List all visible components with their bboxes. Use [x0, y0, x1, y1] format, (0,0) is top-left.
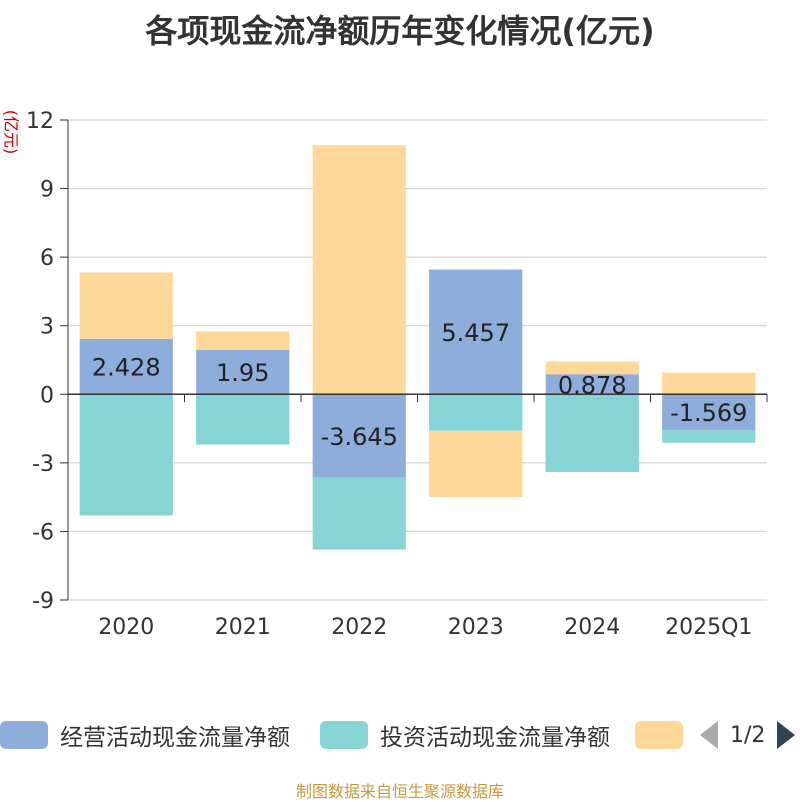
- legend-swatch-financing: [635, 721, 683, 749]
- chart-title: 各项现金流净额历年变化情况(亿元): [145, 12, 655, 50]
- data-source-note: 制图数据来自恒生聚源数据库: [295, 782, 504, 801]
- data-label: -1.569: [670, 399, 747, 427]
- bar-0-2020: [79, 338, 173, 395]
- legend: 经营活动现金流量净额 投资活动现金流量净额 1/2: [0, 715, 800, 755]
- bar-1-2022: [312, 477, 406, 550]
- legend-label-investing: 投资活动现金流量净额: [380, 725, 610, 751]
- data-label: -3.645: [321, 423, 398, 451]
- legend-page-indicator: 1/2: [730, 722, 766, 748]
- y-tick-label: 3: [40, 315, 54, 340]
- bar-1-2023: [429, 394, 523, 431]
- bar-2-2020: [79, 272, 173, 339]
- data-label: 1.95: [216, 359, 269, 387]
- bar-2-2023: [429, 430, 523, 498]
- bar-0-2024: [545, 374, 639, 395]
- legend-next-icon[interactable]: [777, 721, 796, 749]
- bar-0-2022: [312, 394, 406, 478]
- y-tick-label: -6: [32, 520, 54, 545]
- bar-2-2025Q1: [662, 372, 756, 395]
- data-label: 5.457: [441, 319, 510, 347]
- y-tick-label: 12: [26, 109, 54, 134]
- y-tick-label: 6: [40, 246, 54, 271]
- x-tick-label: 2025Q1: [665, 615, 752, 640]
- legend-prev-icon[interactable]: [700, 721, 718, 749]
- y-tick-label: 9: [40, 178, 54, 203]
- legend-pager: 1/2: [700, 715, 796, 755]
- legend-label-operating: 经营活动现金流量净额: [60, 725, 290, 751]
- x-tick-label: 2020: [98, 615, 154, 640]
- data-label: 2.428: [92, 354, 161, 382]
- bar-2-2021: [196, 331, 290, 350]
- x-tick-label: 2023: [448, 615, 504, 640]
- bar-1-2021: [196, 394, 290, 445]
- bar-0-2021: [196, 349, 290, 395]
- y-tick-label: 0: [40, 383, 54, 408]
- legend-item-financing[interactable]: [635, 715, 695, 755]
- x-tick-label: 2022: [331, 615, 387, 640]
- legend-item-operating[interactable]: 经营活动现金流量净额: [0, 715, 290, 755]
- y-tick-label: -3: [32, 452, 54, 477]
- bar-1-2025Q1: [662, 430, 756, 443]
- x-tick-label: 2021: [215, 615, 271, 640]
- bar-1-2020: [79, 394, 173, 516]
- legend-swatch-investing: [320, 721, 368, 749]
- bar-2-2022: [312, 145, 406, 395]
- x-tick-label: 2024: [564, 615, 620, 640]
- bar-1-2024: [545, 394, 639, 472]
- legend-item-investing[interactable]: 投资活动现金流量净额: [320, 715, 610, 755]
- y-tick-label: -9: [32, 589, 54, 614]
- bar-2-2024: [545, 361, 639, 375]
- legend-swatch-operating: [0, 721, 48, 749]
- bar-0-2023: [429, 269, 523, 395]
- bar-0-2025Q1: [662, 394, 756, 431]
